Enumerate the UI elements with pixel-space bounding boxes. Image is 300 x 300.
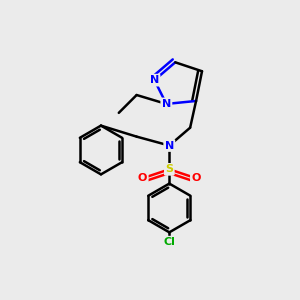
Text: O: O [191,173,201,183]
Text: N: N [150,75,159,85]
Text: O: O [138,173,147,183]
Text: N: N [165,140,174,151]
Text: Cl: Cl [164,237,175,247]
Text: S: S [165,164,173,174]
Text: N: N [162,99,171,109]
